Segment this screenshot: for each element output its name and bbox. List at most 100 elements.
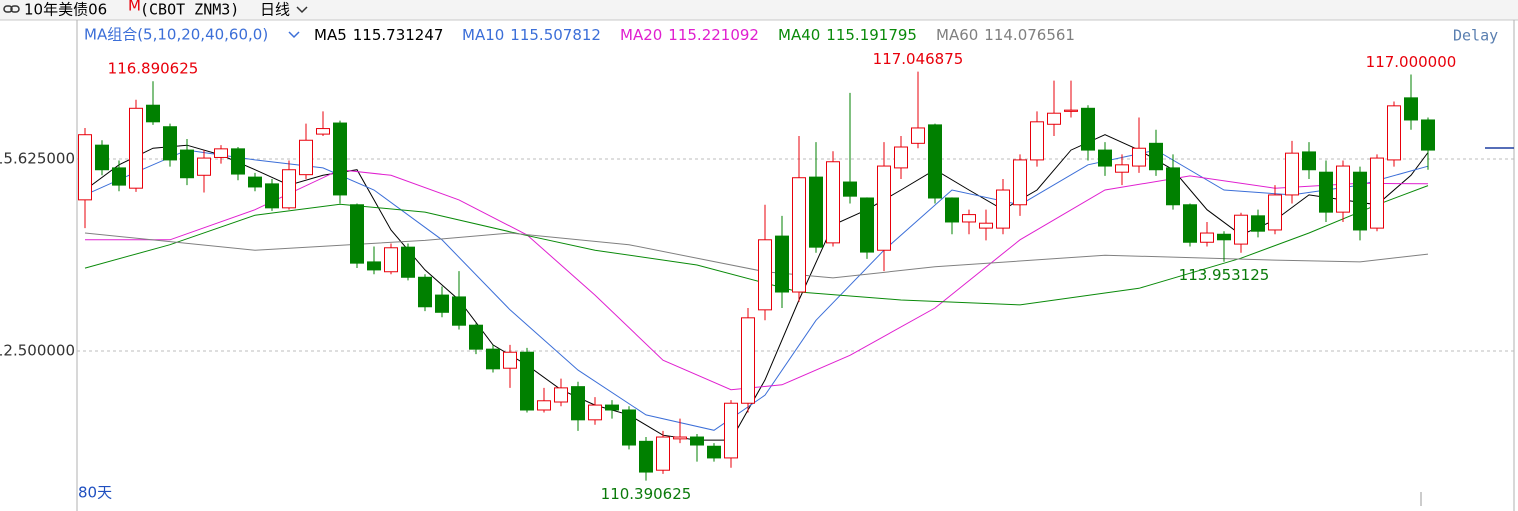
candle-body	[673, 436, 687, 440]
candle-body	[1251, 215, 1265, 232]
candle-body	[1030, 121, 1044, 161]
y-tick-label: 15.625000	[0, 149, 75, 167]
indicator-chevron[interactable]	[288, 31, 300, 39]
candle-body	[469, 324, 483, 350]
candle-body	[741, 317, 755, 404]
candle-body	[1200, 232, 1214, 243]
legend-value: 114.076561	[984, 26, 1075, 44]
candle-body	[537, 400, 551, 411]
candle-body	[78, 134, 92, 201]
legend-entry: MA60 114.076561	[936, 26, 1075, 44]
candle-body	[435, 294, 449, 313]
ma-line	[84, 185, 1429, 306]
candle-body	[1234, 214, 1248, 245]
candle-body	[962, 214, 976, 223]
candle-body	[1013, 159, 1027, 206]
candle-body	[1217, 233, 1231, 241]
candle-body	[1081, 107, 1095, 151]
candle-body	[656, 436, 670, 471]
title-sup: M	[128, 0, 141, 15]
candle-body	[1387, 105, 1401, 161]
candle-body	[1115, 164, 1129, 173]
legend-value: 115.731247	[353, 26, 444, 44]
period-chevron[interactable]	[296, 6, 308, 14]
candle-body	[707, 445, 721, 459]
high-label: 116.890625	[108, 60, 199, 78]
candle-body	[163, 126, 177, 161]
candle-body	[503, 351, 517, 369]
candle-body	[1132, 147, 1146, 167]
candle-body	[1421, 119, 1435, 151]
candle-body	[758, 239, 772, 311]
candles	[78, 71, 1435, 481]
legend-entry: MA5 115.731247	[314, 26, 443, 44]
candle-body	[452, 296, 466, 326]
legend-name: MA20	[620, 26, 662, 44]
candle-body	[350, 204, 364, 264]
candle-body	[214, 148, 228, 158]
candle-body	[724, 402, 738, 459]
candle-body	[911, 127, 925, 144]
candle-body	[1302, 151, 1316, 171]
candle-body	[486, 348, 500, 370]
legend-entry: MA10 115.507812	[462, 26, 601, 44]
candle-body	[894, 146, 908, 169]
candle-body	[571, 386, 585, 421]
candle-body	[979, 222, 993, 229]
legend-entry: MA40 115.191795	[778, 26, 917, 44]
candle-body	[401, 246, 415, 278]
candle-body	[316, 128, 330, 135]
candle-body	[231, 148, 245, 175]
candle-body	[248, 176, 262, 188]
candle-body	[605, 404, 619, 411]
candle-body	[639, 440, 653, 473]
y-tick-label: 12.500000	[0, 342, 75, 360]
candle-body	[1098, 149, 1112, 167]
candle-body	[945, 197, 959, 223]
low-label: 113.953125	[1179, 266, 1270, 284]
candle-body	[95, 144, 109, 171]
candle-body	[1404, 97, 1418, 121]
candle-body	[622, 409, 636, 446]
legend-value: 115.221092	[668, 26, 759, 44]
candle-body	[996, 189, 1010, 229]
candle-body	[367, 261, 381, 271]
candle-body	[146, 104, 160, 123]
candle-body	[333, 122, 347, 196]
candle-body	[860, 197, 874, 253]
candle-body	[1064, 109, 1078, 112]
candle-body	[1166, 167, 1180, 206]
title-bar	[0, 0, 1518, 20]
candle-body	[1319, 171, 1333, 213]
candle-body	[112, 167, 126, 186]
ma-line	[84, 134, 1429, 441]
candle-body	[384, 247, 398, 273]
candle-body	[775, 235, 789, 293]
candle-body	[282, 169, 296, 209]
chart-title: 10年美债06	[24, 1, 107, 19]
delay-label: Delay	[1453, 27, 1498, 45]
candle-body	[299, 139, 313, 176]
candle-body	[554, 387, 568, 403]
candle-body	[1353, 171, 1367, 231]
candle-body	[928, 124, 942, 199]
candle-body	[1336, 165, 1350, 213]
high-label: 117.046875	[873, 50, 964, 68]
legend-name: MA5	[314, 26, 347, 44]
candle-body	[180, 149, 194, 179]
candle-body	[843, 181, 857, 197]
indicator[interactable]: MA组合(5,10,20,40,60,0)	[84, 26, 268, 44]
candle-body	[809, 176, 823, 248]
legend-value: 115.191795	[826, 26, 917, 44]
candle-body	[265, 183, 279, 209]
candle-body	[520, 351, 534, 411]
period[interactable]: 日线	[260, 1, 290, 19]
candle-body	[1149, 142, 1163, 171]
candle-body	[129, 107, 143, 189]
candle-body	[418, 276, 432, 308]
candle-body	[877, 165, 891, 251]
candle-body	[588, 404, 602, 421]
legend-name: MA40	[778, 26, 820, 44]
legend-value: 115.507812	[510, 26, 601, 44]
